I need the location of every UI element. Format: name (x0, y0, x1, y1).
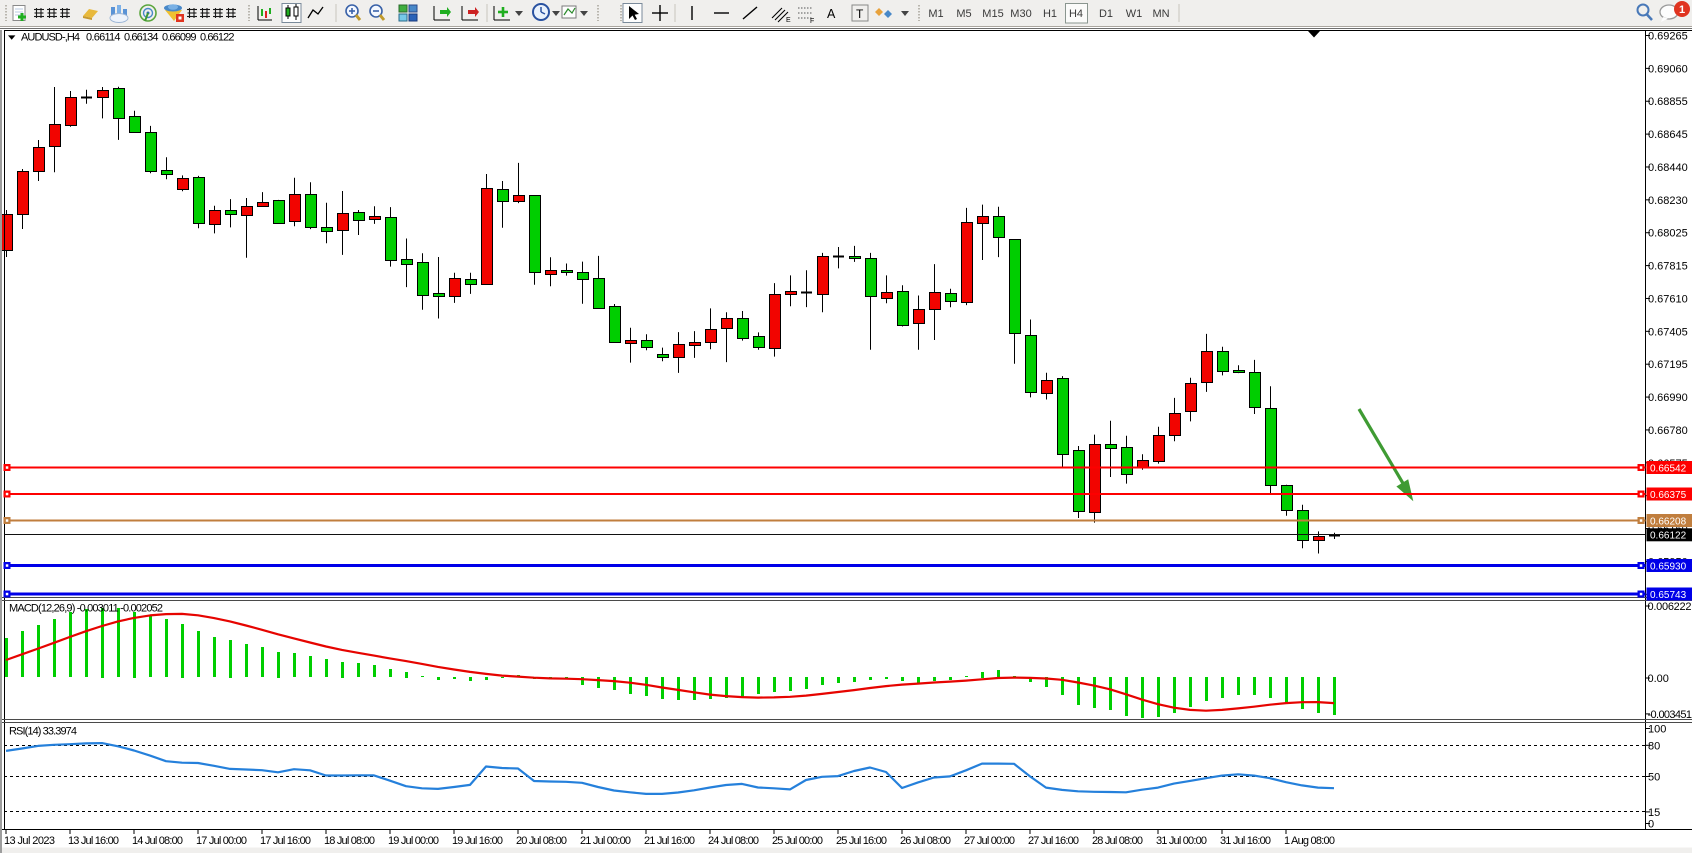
svg-text:0.68025: 0.68025 (1648, 228, 1688, 240)
svg-text:0.67815: 0.67815 (1648, 261, 1688, 273)
svg-text:0.65930: 0.65930 (1650, 561, 1687, 572)
svg-text:1 Aug 08:00: 1 Aug 08:00 (1284, 835, 1335, 847)
svg-text:21 Jul 00:00: 21 Jul 00:00 (580, 835, 631, 847)
svg-text:M30: M30 (1010, 8, 1031, 20)
svg-text:25 Jul 00:00: 25 Jul 00:00 (772, 835, 823, 847)
svg-text:15: 15 (1648, 807, 1660, 819)
svg-text:100: 100 (1648, 724, 1666, 736)
svg-text:27 Jul 16:00: 27 Jul 16:00 (1028, 835, 1079, 847)
svg-text:80: 80 (1648, 740, 1660, 752)
svg-text:17 Jul 16:00: 17 Jul 16:00 (260, 835, 311, 847)
svg-text:20 Jul 08:00: 20 Jul 08:00 (516, 835, 567, 847)
svg-text:0.67610: 0.67610 (1648, 293, 1688, 305)
svg-text:H1: H1 (1043, 8, 1057, 20)
svg-text:E: E (786, 17, 791, 24)
svg-text:0: 0 (1648, 819, 1654, 831)
svg-text:19 Jul 16:00: 19 Jul 16:00 (452, 835, 503, 847)
svg-text:13 Jul 16:00: 13 Jul 16:00 (68, 835, 119, 847)
svg-text:0.66134: 0.66134 (124, 32, 159, 44)
svg-text:M5: M5 (956, 8, 971, 20)
svg-text:31 Jul 00:00: 31 Jul 00:00 (1156, 835, 1207, 847)
svg-text:AUDUSD-,H4: AUDUSD-,H4 (21, 32, 80, 44)
svg-text:19 Jul 00:00: 19 Jul 00:00 (388, 835, 439, 847)
svg-text:0.66122: 0.66122 (1650, 531, 1687, 542)
svg-text:17 Jul 00:00: 17 Jul 00:00 (196, 835, 247, 847)
svg-text:27 Jul 00:00: 27 Jul 00:00 (964, 835, 1015, 847)
svg-text:0.66099: 0.66099 (162, 32, 197, 44)
svg-text:T: T (856, 7, 864, 21)
svg-text:0.66780: 0.66780 (1648, 425, 1688, 437)
svg-text:MN: MN (1152, 8, 1169, 20)
svg-text:21 Jul 16:00: 21 Jul 16:00 (644, 835, 695, 847)
svg-text:-0.003451: -0.003451 (1648, 709, 1692, 721)
svg-text:0.66542: 0.66542 (1650, 463, 1687, 474)
svg-text:0.68230: 0.68230 (1648, 195, 1688, 207)
svg-text:MACD(12,26,9) -0.003011 -0.002: MACD(12,26,9) -0.003011 -0.002052 (9, 603, 163, 615)
svg-text:0.68645: 0.68645 (1648, 129, 1688, 141)
svg-text:W1: W1 (1126, 8, 1143, 20)
svg-text:0.66375: 0.66375 (1650, 490, 1687, 501)
svg-text:31 Jul 16:00: 31 Jul 16:00 (1220, 835, 1271, 847)
svg-text:1: 1 (1679, 4, 1685, 16)
svg-text:0.68440: 0.68440 (1648, 162, 1688, 174)
svg-text:0.69060: 0.69060 (1648, 63, 1688, 75)
svg-text:0.68855: 0.68855 (1648, 96, 1688, 108)
svg-text:0.66990: 0.66990 (1648, 392, 1688, 404)
svg-text:0.00: 0.00 (1648, 673, 1669, 685)
svg-text:M1: M1 (928, 8, 943, 20)
svg-text:14 Jul 08:00: 14 Jul 08:00 (132, 835, 183, 847)
svg-text:13 Jul 2023: 13 Jul 2023 (4, 835, 55, 847)
svg-text:18 Jul 08:00: 18 Jul 08:00 (324, 835, 375, 847)
svg-text:0.67195: 0.67195 (1648, 359, 1688, 371)
svg-text:24 Jul 08:00: 24 Jul 08:00 (708, 835, 759, 847)
svg-text:0.66122: 0.66122 (200, 32, 235, 44)
svg-text:0.69265: 0.69265 (1648, 31, 1688, 43)
svg-text:0.66114: 0.66114 (86, 32, 121, 44)
svg-text:F: F (810, 18, 814, 25)
svg-text:A: A (827, 7, 836, 21)
svg-text:D1: D1 (1099, 8, 1113, 20)
svg-text:RSI(14) 33.3974: RSI(14) 33.3974 (9, 726, 77, 738)
svg-text:0.66208: 0.66208 (1650, 516, 1687, 527)
svg-text:M15: M15 (982, 8, 1003, 20)
svg-text:0.67405: 0.67405 (1648, 326, 1688, 338)
svg-text:28 Jul 08:00: 28 Jul 08:00 (1092, 835, 1143, 847)
svg-text:0.006222: 0.006222 (1648, 601, 1692, 613)
svg-text:26 Jul 08:00: 26 Jul 08:00 (900, 835, 951, 847)
svg-text:0.65743: 0.65743 (1650, 590, 1687, 601)
svg-text:H4: H4 (1069, 8, 1083, 20)
svg-text:50: 50 (1648, 772, 1660, 784)
svg-text:25 Jul 16:00: 25 Jul 16:00 (836, 835, 887, 847)
